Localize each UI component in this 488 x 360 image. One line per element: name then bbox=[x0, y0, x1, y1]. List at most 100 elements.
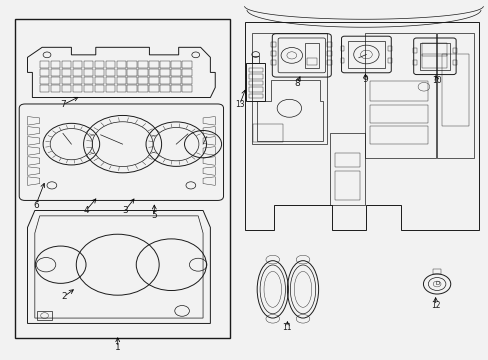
Bar bbox=[182, 61, 191, 68]
Bar bbox=[73, 61, 82, 68]
Bar bbox=[334, 171, 359, 200]
Bar bbox=[251, 33, 327, 144]
Bar bbox=[271, 41, 276, 47]
Bar bbox=[327, 59, 331, 65]
Bar bbox=[171, 69, 180, 76]
Bar bbox=[40, 61, 49, 68]
Bar bbox=[436, 33, 473, 158]
Bar bbox=[365, 33, 435, 158]
Text: 2: 2 bbox=[61, 292, 67, 301]
Bar bbox=[61, 69, 71, 76]
Bar bbox=[253, 125, 282, 142]
Bar bbox=[105, 69, 115, 76]
Text: 7: 7 bbox=[60, 100, 66, 109]
Bar bbox=[329, 134, 364, 205]
Bar bbox=[138, 69, 147, 76]
Bar bbox=[182, 69, 191, 76]
Bar bbox=[127, 77, 137, 84]
Bar bbox=[73, 85, 82, 92]
Bar bbox=[347, 41, 384, 68]
Bar bbox=[422, 43, 447, 56]
Bar bbox=[83, 77, 93, 84]
Bar bbox=[340, 58, 344, 63]
Bar bbox=[369, 126, 427, 144]
Bar bbox=[149, 61, 159, 68]
Text: 11: 11 bbox=[282, 323, 291, 332]
Text: 12: 12 bbox=[430, 301, 440, 310]
Bar bbox=[94, 69, 103, 76]
Bar bbox=[138, 85, 147, 92]
Bar bbox=[441, 54, 468, 126]
Bar bbox=[271, 50, 276, 56]
Bar bbox=[138, 77, 147, 84]
Bar bbox=[116, 61, 125, 68]
Bar bbox=[51, 69, 60, 76]
Bar bbox=[252, 56, 259, 63]
Bar bbox=[116, 69, 125, 76]
Bar bbox=[419, 42, 449, 70]
Bar bbox=[171, 77, 180, 84]
Bar bbox=[149, 85, 159, 92]
Bar bbox=[248, 68, 262, 72]
Bar bbox=[387, 58, 391, 63]
Bar bbox=[105, 77, 115, 84]
Bar bbox=[422, 54, 447, 68]
Bar bbox=[61, 61, 71, 68]
Bar bbox=[83, 85, 93, 92]
Bar bbox=[94, 61, 103, 68]
Bar bbox=[51, 85, 60, 92]
Bar bbox=[452, 48, 456, 53]
Bar bbox=[127, 85, 137, 92]
Bar bbox=[94, 85, 103, 92]
Bar bbox=[160, 69, 169, 76]
Bar bbox=[138, 61, 147, 68]
Text: D: D bbox=[435, 282, 439, 287]
Bar bbox=[182, 77, 191, 84]
Bar bbox=[37, 311, 52, 320]
Bar bbox=[160, 77, 169, 84]
Bar bbox=[149, 69, 159, 76]
Bar bbox=[171, 85, 180, 92]
Text: 8: 8 bbox=[294, 79, 300, 88]
Bar bbox=[340, 46, 344, 51]
Text: 3: 3 bbox=[122, 206, 128, 215]
Bar bbox=[412, 48, 416, 53]
Bar bbox=[246, 63, 264, 101]
Bar bbox=[327, 50, 331, 56]
Bar bbox=[160, 61, 169, 68]
Bar bbox=[307, 58, 317, 65]
Bar bbox=[116, 77, 125, 84]
Bar bbox=[105, 61, 115, 68]
Bar bbox=[182, 85, 191, 92]
Bar bbox=[127, 61, 137, 68]
Text: 9: 9 bbox=[362, 75, 367, 84]
Bar bbox=[51, 61, 60, 68]
Bar bbox=[83, 61, 93, 68]
Bar bbox=[327, 41, 331, 47]
Bar bbox=[160, 85, 169, 92]
Bar bbox=[334, 153, 359, 167]
Bar bbox=[248, 74, 262, 79]
Bar bbox=[40, 69, 49, 76]
Bar bbox=[171, 61, 180, 68]
Bar bbox=[248, 94, 262, 98]
Bar bbox=[116, 85, 125, 92]
Bar bbox=[432, 269, 440, 274]
Bar bbox=[15, 19, 229, 338]
Bar bbox=[369, 105, 427, 123]
Bar bbox=[51, 77, 60, 84]
Bar bbox=[61, 85, 71, 92]
Text: 13: 13 bbox=[234, 100, 244, 109]
Bar bbox=[452, 60, 456, 65]
Bar bbox=[105, 85, 115, 92]
Bar bbox=[40, 85, 49, 92]
Bar bbox=[94, 77, 103, 84]
Bar bbox=[248, 87, 262, 92]
Text: 4: 4 bbox=[83, 206, 89, 215]
Bar bbox=[412, 60, 416, 65]
Text: 5: 5 bbox=[151, 211, 157, 220]
Bar bbox=[271, 59, 276, 65]
Bar bbox=[149, 77, 159, 84]
Text: 1: 1 bbox=[115, 343, 121, 352]
Bar bbox=[40, 77, 49, 84]
